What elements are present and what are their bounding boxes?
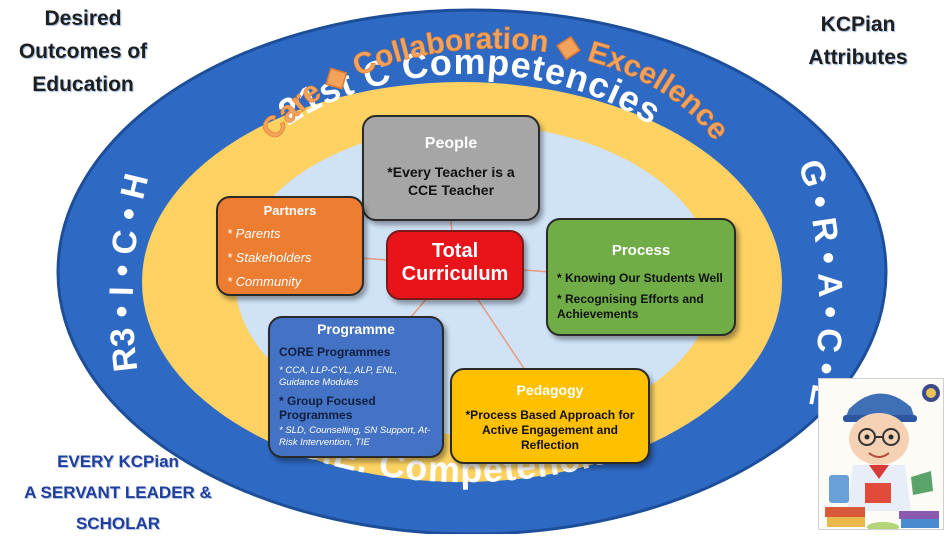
pedagogy-title: Pedagogy: [516, 382, 584, 398]
pedagogy-body: *Process Based Approach for Active Engag…: [452, 408, 648, 453]
desired-outcomes-line2: Outcomes of: [18, 40, 148, 63]
partners-box: Partners * Parents * Stakeholders * Comm…: [216, 196, 364, 296]
people-box: People *Every Teacher is a CCE Teacher: [362, 115, 540, 221]
programme-group-heading: * Group Focused Programmes: [279, 394, 376, 422]
student-mascot-image: [818, 378, 944, 530]
kcpian-label-line2: Attributes: [808, 46, 908, 69]
people-body-line1: *Every Teacher is a: [387, 164, 515, 180]
desired-outcomes-line3: Education: [32, 73, 134, 96]
partners-title: Partners: [263, 203, 317, 218]
student-mascot-illustration: [825, 384, 940, 529]
pedagogy-body-line3: Reflection: [520, 438, 579, 452]
programme-core-detail: * CCA, LLP-CYL, ALP, ENL, Guidance Modul…: [279, 365, 398, 388]
people-body-line2: CCE Teacher: [407, 182, 495, 198]
people-body: *Every Teacher is a CCE Teacher: [364, 163, 538, 199]
partners-items: * Parents * Stakeholders * Community: [227, 222, 362, 294]
kcpian-label-line1: KCPian: [820, 13, 896, 36]
programme-content: CORE Programmes * CCA, LLP-CYL, ALP, ENL…: [279, 345, 438, 449]
pedagogy-body-line1: *Process Based Approach for: [465, 408, 635, 422]
programme-group-detail: * SLD, Counselling, SN Support, At-Risk …: [279, 425, 431, 448]
process-box: Process * Knowing Our Students Well * Re…: [546, 218, 736, 336]
programme-title: Programme: [317, 321, 395, 337]
process-items: * Knowing Our Students Well * Recognisin…: [557, 271, 728, 322]
servant-leader-label: EVERY KCPian A SERVANT LEADER & SCHOLAR: [6, 446, 230, 539]
people-title: People: [424, 135, 478, 152]
center-line1: Total: [431, 240, 479, 262]
pedagogy-body-line2: Active Engagement and: [481, 423, 619, 437]
desired-outcomes-label: Desired Outcomes of Education: [8, 2, 158, 101]
center-line2: Curriculum: [401, 263, 509, 285]
partners-item-community: * Community: [227, 274, 302, 289]
process-title: Process: [611, 242, 671, 259]
servant-leader-line2: A SERVANT LEADER &: [24, 483, 212, 502]
pedagogy-box: Pedagogy *Process Based Approach for Act…: [450, 368, 650, 464]
programme-core-heading: CORE Programmes: [279, 345, 391, 359]
partners-item-stakeholders: * Stakeholders: [227, 250, 312, 265]
servant-leader-line3: SCHOLAR: [75, 514, 161, 533]
kcpian-attributes-label: KCPian Attributes: [792, 8, 924, 74]
process-item-recognising: * Recognising Efforts and Achievements: [557, 292, 704, 321]
programme-box: Programme CORE Programmes * CCA, LLP-CYL…: [268, 316, 444, 458]
partners-item-parents: * Parents: [227, 226, 281, 241]
servant-leader-line1: EVERY KCPian: [57, 452, 179, 471]
total-curriculum-box: Total Curriculum: [386, 230, 524, 300]
desired-outcomes-line1: Desired: [44, 7, 122, 30]
process-item-knowing: * Knowing Our Students Well: [557, 271, 723, 285]
